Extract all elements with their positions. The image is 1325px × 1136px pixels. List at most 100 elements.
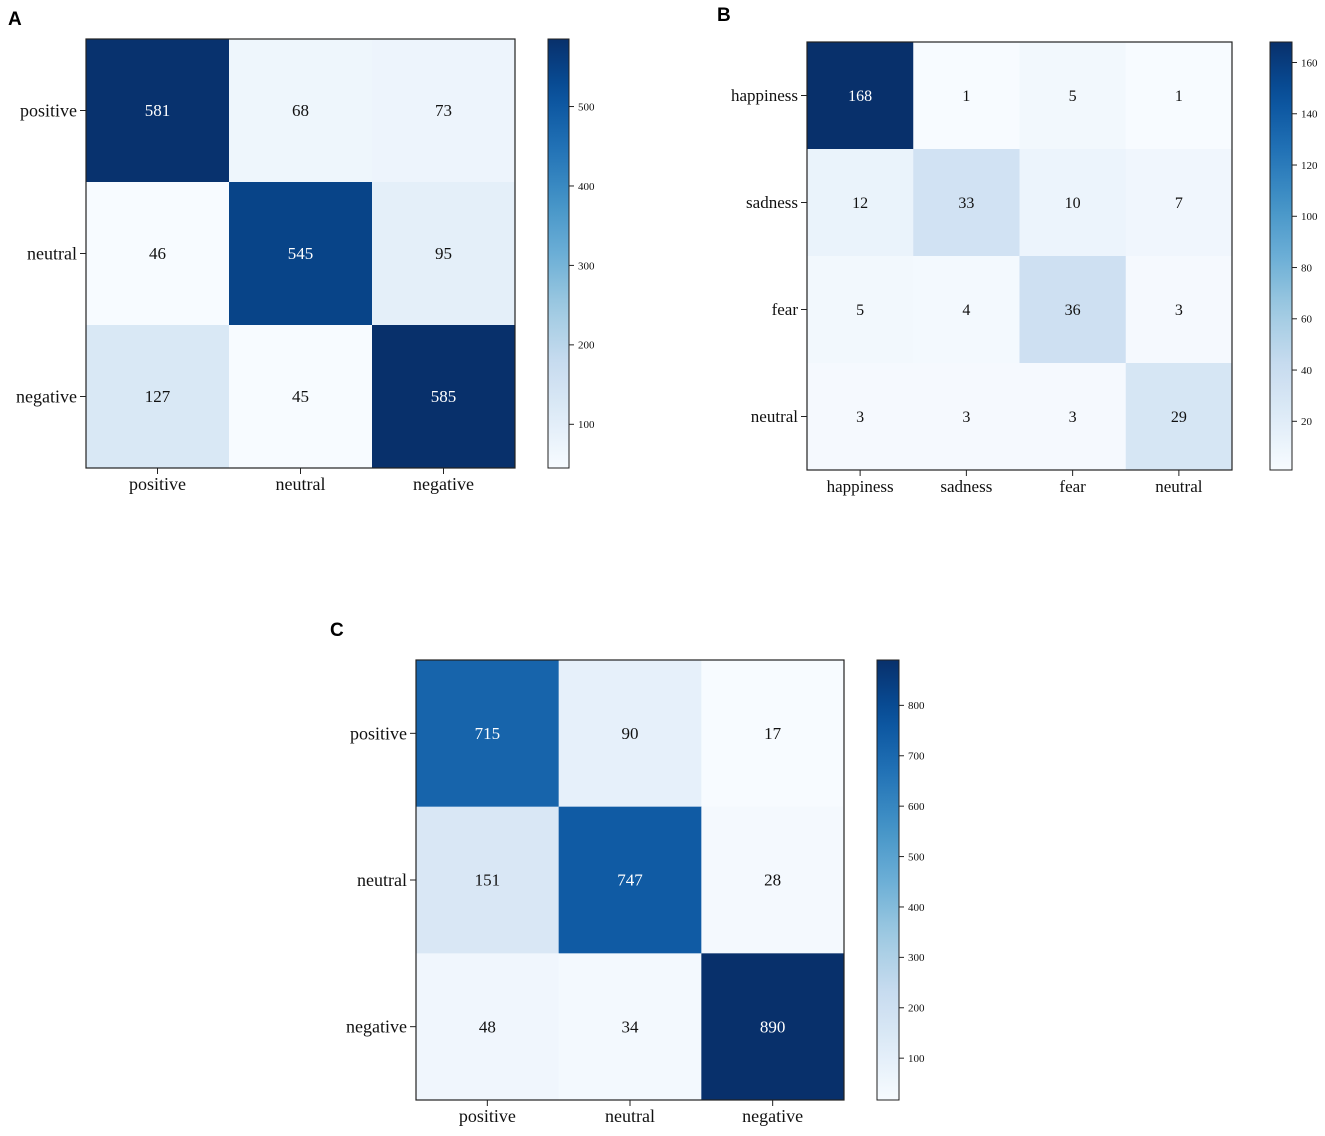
cell-value: 7 (1175, 195, 1183, 212)
colorbar-tick-label: 400 (908, 902, 925, 914)
panel-label: B (717, 5, 731, 26)
y-tick-label: negative (16, 386, 77, 406)
cell-value: 46 (149, 244, 166, 263)
cell-value: 5 (1069, 88, 1077, 105)
cell-value: 747 (617, 871, 643, 890)
cell-value: 29 (1171, 409, 1187, 426)
colorbar-tick-label: 500 (908, 851, 925, 863)
heatmap-cell (1125, 363, 1233, 471)
colorbar-tick-label: 300 (578, 260, 595, 272)
x-tick-label: sadness (940, 477, 992, 496)
heatmap-cell (1125, 42, 1233, 150)
colorbar-tick-label: 400 (578, 181, 595, 193)
heatmap-cell (913, 42, 1020, 150)
heatmap-cell (229, 39, 373, 183)
cell-value: 151 (475, 871, 501, 890)
y-tick-label: neutral (357, 870, 407, 890)
heatmap-cell (701, 953, 845, 1101)
panel-label: C (330, 620, 344, 641)
panel-label: A (8, 9, 22, 30)
x-tick-label: fear (1059, 477, 1086, 496)
colorbar-tick-label: 160 (1301, 57, 1318, 69)
cell-value: 48 (479, 1017, 496, 1036)
heatmap-cell (1019, 256, 1127, 364)
heatmap-cell (86, 39, 230, 183)
heatmap-cell (372, 325, 516, 469)
colorbar-tick-label: 600 (908, 801, 925, 813)
cell-value: 90 (622, 724, 639, 743)
y-tick-label: positive (20, 100, 77, 120)
cell-value: 168 (848, 88, 872, 105)
y-tick-label: happiness (731, 86, 798, 105)
heatmap-cell (229, 325, 373, 469)
colorbar-tick-label: 100 (1301, 211, 1318, 223)
x-tick-label: neutral (1155, 477, 1202, 496)
cell-value: 1 (1175, 88, 1183, 105)
colorbar-tick-label: 80 (1301, 262, 1313, 274)
x-tick-label: negative (742, 1106, 803, 1126)
heatmap-cell (807, 363, 914, 471)
heatmap-cell (807, 256, 914, 364)
y-tick-label: neutral (27, 243, 77, 263)
cell-value: 5 (856, 302, 864, 319)
colorbar-tick-label: 120 (1301, 160, 1318, 172)
colorbar-tick-label: 300 (908, 952, 925, 964)
x-tick-label: positive (129, 474, 186, 494)
y-tick-label: neutral (751, 407, 798, 426)
y-tick-label: negative (346, 1017, 407, 1037)
heatmap-cell (701, 806, 845, 954)
cell-value: 715 (475, 724, 501, 743)
heatmap-cell (86, 182, 230, 326)
colorbar-tick-label: 140 (1301, 109, 1318, 121)
cell-value: 28 (764, 871, 781, 890)
cell-value: 127 (145, 387, 171, 406)
colorbar-tick-label: 700 (908, 751, 925, 763)
cell-value: 581 (145, 101, 171, 120)
heatmap-cell (701, 660, 845, 808)
colorbar (1269, 41, 1293, 471)
cell-value: 1 (962, 88, 970, 105)
cell-value: 4 (962, 302, 970, 319)
colorbar-tick-label: 200 (908, 1003, 925, 1015)
cell-value: 95 (435, 244, 452, 263)
cell-value: 3 (1069, 409, 1077, 426)
heatmap-cell (913, 149, 1020, 257)
cell-value: 890 (760, 1017, 786, 1036)
heatmap-cell (558, 660, 702, 808)
cell-value: 73 (435, 101, 452, 120)
heatmap-cell (558, 806, 702, 954)
cell-value: 36 (1065, 302, 1081, 319)
colorbar-tick-label: 40 (1301, 365, 1313, 377)
cell-value: 68 (292, 101, 309, 120)
heatmap-cell (416, 806, 560, 954)
colorbar (547, 38, 570, 469)
heatmap-cell (372, 39, 516, 183)
heatmap-cell (913, 363, 1020, 471)
cell-value: 45 (292, 387, 309, 406)
panel-c: C 715 90 17 151 747 28 48 34 890 positive neutral ne… (330, 620, 925, 1126)
y-tick-label: sadness (746, 193, 798, 212)
x-tick-label: neutral (276, 474, 326, 494)
heatmap-cell (1019, 363, 1127, 471)
colorbar (876, 659, 900, 1101)
colorbar-tick-label: 20 (1301, 416, 1313, 428)
heatmap-cell (1019, 42, 1127, 150)
x-tick-label: negative (413, 474, 474, 494)
heatmap-cell (416, 953, 560, 1101)
x-tick-label: neutral (605, 1106, 655, 1126)
heatmap-cell (1125, 149, 1233, 257)
heatmap-cell (1019, 149, 1127, 257)
cell-value: 3 (1175, 302, 1183, 319)
x-tick-label: happiness (827, 477, 894, 496)
y-tick-label: fear (772, 300, 799, 319)
cell-value: 33 (958, 195, 974, 212)
cell-value: 585 (431, 387, 457, 406)
cell-value: 10 (1065, 195, 1081, 212)
colorbar-tick-label: 200 (578, 340, 595, 352)
heatmap-cell (807, 42, 914, 150)
cell-value: 12 (852, 195, 868, 212)
colorbar-tick-label: 800 (908, 700, 925, 712)
y-tick-label: positive (350, 723, 407, 743)
